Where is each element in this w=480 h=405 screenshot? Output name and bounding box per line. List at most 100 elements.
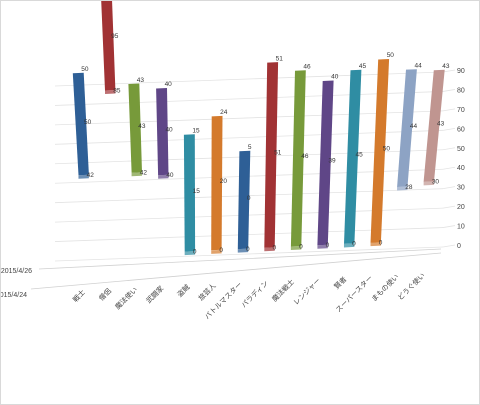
ribbon-edge-3 xyxy=(158,174,169,179)
ribbon-edge-1 xyxy=(105,90,116,95)
data-label: 50 xyxy=(84,119,92,126)
ribbon-12 xyxy=(397,69,417,187)
data-label: 50 xyxy=(387,52,395,59)
ribbon-9 xyxy=(317,80,334,246)
category-label: 魔法使い xyxy=(113,285,139,311)
data-label: 0 xyxy=(273,245,277,252)
data-label: 46 xyxy=(303,64,311,71)
category-label: レンジャー xyxy=(293,277,322,306)
gridline xyxy=(442,108,456,112)
category-label: 武闘家 xyxy=(144,284,165,305)
category-label: パラディン xyxy=(239,279,270,310)
data-label: 15 xyxy=(193,188,201,195)
ribbon-edge-7 xyxy=(264,247,275,252)
data-label: 0 xyxy=(219,247,223,254)
data-label: 39 xyxy=(328,157,336,164)
data-label: 85 xyxy=(113,87,121,94)
category-label: まもの使い xyxy=(369,272,400,303)
ribbon-edge-4 xyxy=(184,251,196,256)
ribbon-2 xyxy=(128,83,142,173)
gridline xyxy=(442,89,456,92)
ribbon-edge-2 xyxy=(131,172,142,177)
ribbon-6 xyxy=(237,150,251,250)
data-label: 0 xyxy=(193,248,197,255)
data-label: 95 xyxy=(111,33,119,40)
y-tick-label: 20 xyxy=(457,204,465,211)
data-label: 44 xyxy=(410,123,418,130)
data-label: 50 xyxy=(81,66,89,73)
y-tick-label: 30 xyxy=(457,185,465,192)
category-label: 魔法戦士 xyxy=(270,277,296,303)
ribbon-5 xyxy=(211,115,223,251)
ribbon-edge-11 xyxy=(370,242,381,247)
category-label: どうぐ使い xyxy=(396,271,427,302)
data-label: 30 xyxy=(432,179,440,186)
ribbon-10 xyxy=(344,69,362,244)
ribbon-11 xyxy=(370,59,390,243)
data-label: 40 xyxy=(166,172,174,179)
data-label: 43 xyxy=(138,123,146,130)
gridline xyxy=(442,147,456,151)
ribbon-edge-5 xyxy=(211,249,222,254)
data-label: 46 xyxy=(301,153,309,160)
data-label: 50 xyxy=(383,145,391,152)
ribbon-edge-12 xyxy=(397,186,408,191)
ribbon-8 xyxy=(290,70,306,247)
gridline xyxy=(54,246,444,262)
ribbon-4 xyxy=(183,134,196,252)
data-label: 0 xyxy=(246,246,250,253)
data-label: 0 xyxy=(299,243,303,250)
data-label: 43 xyxy=(137,77,145,84)
y-tick-label: 60 xyxy=(457,126,465,133)
category-label: 戦士 xyxy=(71,288,87,304)
gridline xyxy=(442,205,456,209)
data-label: 45 xyxy=(359,63,367,70)
y-tick-label: 70 xyxy=(457,107,465,114)
data-label: 0 xyxy=(326,242,330,249)
ribbon-3 xyxy=(156,88,169,176)
y-tick-label: 90 xyxy=(457,68,465,75)
data-label: 51 xyxy=(276,55,284,62)
data-label: 20 xyxy=(220,178,228,185)
category-label: 盗賊 xyxy=(175,282,191,298)
data-label: 28 xyxy=(405,184,413,191)
ribbon-7 xyxy=(264,62,279,248)
gridline xyxy=(442,186,456,190)
data-label: 0 xyxy=(379,239,383,246)
data-label: 0 xyxy=(352,241,356,248)
ribbon-0 xyxy=(72,72,89,176)
y-tick-label: 0 xyxy=(457,243,461,250)
data-label: 45 xyxy=(356,151,364,158)
y-tick-label: 80 xyxy=(457,87,465,94)
gridline xyxy=(442,69,456,73)
y-tick-label: 40 xyxy=(457,165,465,172)
data-label: 51 xyxy=(274,149,282,156)
data-label: 24 xyxy=(220,109,228,116)
ribbon-edge-10 xyxy=(343,243,355,248)
gridline xyxy=(54,227,444,242)
gridline xyxy=(442,127,456,131)
data-label: 44 xyxy=(414,62,422,69)
gridline xyxy=(442,244,456,248)
series-row-label: 2015/4/24 xyxy=(1,292,27,299)
ribbon-edge-9 xyxy=(317,244,328,249)
data-label: 43 xyxy=(437,121,445,128)
ribbon-edge-0 xyxy=(78,174,89,179)
category-label: 賢者 xyxy=(333,275,349,291)
series-row-label: 2015/4/26 xyxy=(1,268,32,275)
gridline xyxy=(442,166,456,170)
data-label: 0 xyxy=(247,195,251,202)
gridline xyxy=(442,225,456,228)
data-label: 5 xyxy=(248,144,252,151)
ribbon-edge-6 xyxy=(237,248,249,253)
ribbon-edge-8 xyxy=(290,246,302,251)
category-label: 僧侶 xyxy=(97,286,113,302)
floor-edge xyxy=(38,248,442,270)
ribbon-1 xyxy=(101,1,116,91)
category-label: 旅芸人 xyxy=(196,281,217,302)
ribbon-edge-13 xyxy=(423,181,435,186)
floor-edge xyxy=(30,252,442,290)
data-label: 40 xyxy=(165,127,173,134)
